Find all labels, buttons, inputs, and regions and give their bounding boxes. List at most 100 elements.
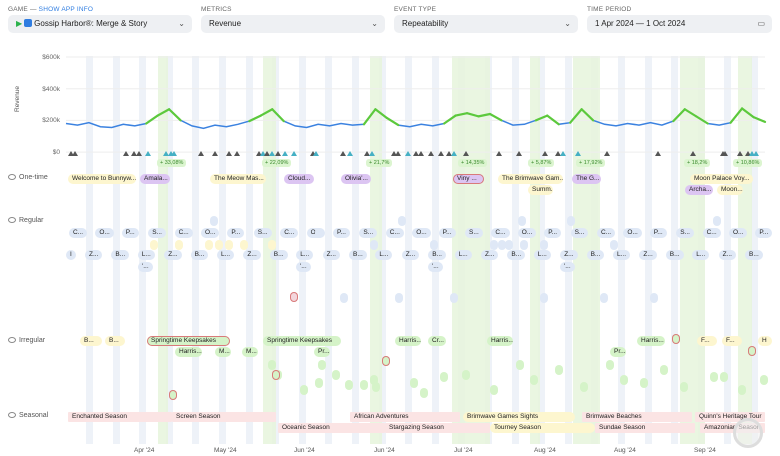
regular-event[interactable]: C... (69, 228, 88, 238)
event-marker[interactable] (560, 151, 566, 156)
regular-event[interactable]: '... (560, 262, 575, 272)
event-dot[interactable] (240, 240, 248, 250)
one-time-event[interactable]: The Meow Mas... (210, 174, 266, 184)
event-marker[interactable] (145, 151, 151, 156)
regular-event[interactable]: Z... (164, 250, 182, 260)
seasonal-event[interactable]: Screen Season (172, 412, 276, 422)
event-marker[interactable] (282, 151, 288, 156)
regular-event[interactable]: C... (597, 228, 616, 238)
event-marker[interactable] (749, 151, 755, 156)
regular-event[interactable]: P... (755, 228, 773, 238)
irregular-event[interactable]: F... (722, 336, 742, 346)
irregular-event[interactable]: B... (80, 336, 102, 346)
seasonal-event[interactable]: Stargazing Season (385, 423, 490, 433)
event-marker[interactable] (72, 151, 78, 156)
event-dot[interactable] (430, 240, 438, 250)
one-time-event[interactable]: Moon Palace Voy... (690, 174, 753, 184)
irregular-event[interactable]: H (758, 336, 772, 346)
event-marker[interactable] (418, 151, 424, 156)
event-dot[interactable] (370, 375, 378, 385)
event-dot[interactable] (345, 380, 353, 390)
event-marker[interactable] (395, 151, 401, 156)
event-dot[interactable] (318, 360, 326, 370)
row-label-seasonal[interactable]: Seasonal (8, 412, 48, 419)
irregular-event[interactable]: Pr... (610, 347, 626, 357)
event-dot[interactable] (540, 240, 548, 250)
regular-event[interactable]: O... (623, 228, 642, 238)
event-dot[interactable] (175, 240, 183, 250)
event-dot[interactable] (268, 360, 276, 370)
event-dot[interactable] (748, 346, 756, 356)
event-marker[interactable] (198, 151, 204, 156)
regular-event[interactable]: '... (138, 262, 153, 272)
one-time-event[interactable]: Viny ... (453, 174, 484, 184)
event-marker[interactable] (275, 151, 281, 156)
regular-event[interactable]: Z... (243, 250, 261, 260)
regular-event[interactable]: '... (296, 262, 311, 272)
one-time-event[interactable]: Archa... (685, 185, 713, 195)
event-dot[interactable] (640, 378, 648, 388)
irregular-event[interactable]: Cr... (428, 336, 446, 346)
event-dot[interactable] (398, 216, 406, 226)
event-dot[interactable] (490, 385, 498, 395)
event-dot[interactable] (225, 240, 233, 250)
event-dot[interactable] (420, 388, 428, 398)
event-marker[interactable] (745, 151, 751, 156)
regular-event[interactable]: L... (454, 250, 472, 260)
event-marker[interactable] (340, 151, 346, 156)
regular-event[interactable]: B... (111, 250, 130, 260)
event-dot[interactable] (606, 360, 614, 370)
event-dot[interactable] (540, 293, 548, 303)
time-period-picker[interactable]: 1 Apr 2024 — 1 Oct 2024 ▭ (587, 15, 772, 33)
event-dot[interactable] (610, 240, 618, 250)
regular-event[interactable]: P... (333, 228, 350, 238)
event-marker[interactable] (68, 151, 74, 156)
event-marker[interactable] (753, 151, 759, 156)
one-time-event[interactable]: Olivia'... (341, 174, 371, 184)
event-marker[interactable] (516, 151, 522, 156)
regular-event[interactable]: C... (491, 228, 510, 238)
event-dot[interactable] (505, 240, 513, 250)
seasonal-event[interactable]: African Adventures (350, 412, 460, 422)
seasonal-event[interactable]: Tourney Season (490, 423, 595, 433)
event-marker[interactable] (212, 151, 218, 156)
row-label-one-time[interactable]: One-time (8, 174, 48, 181)
one-time-event[interactable]: Amala... (140, 174, 170, 184)
event-marker[interactable] (446, 151, 452, 156)
irregular-event[interactable]: F... (697, 336, 717, 346)
one-time-event[interactable]: Cloud... (284, 174, 314, 184)
regular-event[interactable]: P... (544, 228, 562, 238)
event-marker[interactable] (131, 151, 137, 156)
event-dot[interactable] (567, 216, 575, 226)
event-marker[interactable] (413, 151, 419, 156)
regular-event[interactable]: C... (174, 228, 193, 238)
regular-event[interactable]: O... (412, 228, 431, 238)
regular-event[interactable]: L... (217, 250, 235, 260)
event-dot[interactable] (672, 334, 680, 344)
irregular-event[interactable]: M... (242, 347, 258, 357)
event-dot[interactable] (720, 372, 728, 382)
regular-event[interactable]: S... (359, 228, 378, 238)
seasonal-event[interactable]: Brimwave Games Sights (463, 412, 575, 422)
event-dot[interactable] (710, 372, 718, 382)
event-dot[interactable] (169, 390, 177, 400)
eye-icon[interactable] (8, 217, 16, 223)
event-dot[interactable] (210, 216, 218, 226)
regular-event[interactable]: S... (148, 228, 166, 238)
event-dot[interactable] (680, 382, 688, 392)
event-marker[interactable] (463, 151, 469, 156)
event-dot[interactable] (650, 293, 658, 303)
event-dot[interactable] (360, 380, 368, 390)
event-marker[interactable] (496, 151, 502, 156)
irregular-event[interactable]: Springtime Keepsakes (263, 336, 341, 346)
event-marker[interactable] (737, 151, 743, 156)
regular-event[interactable]: B... (428, 250, 446, 260)
help-widget-button[interactable] (733, 418, 763, 448)
regular-event[interactable]: B... (745, 250, 763, 260)
event-marker[interactable] (555, 151, 561, 156)
show-app-info-link[interactable]: SHOW APP INFO (38, 6, 94, 13)
seasonal-event[interactable]: Brimwave Beaches (582, 412, 692, 422)
one-time-event[interactable]: Moon... (717, 185, 743, 195)
regular-event[interactable]: Z... (560, 250, 578, 260)
row-label-regular[interactable]: Regular (8, 217, 44, 224)
